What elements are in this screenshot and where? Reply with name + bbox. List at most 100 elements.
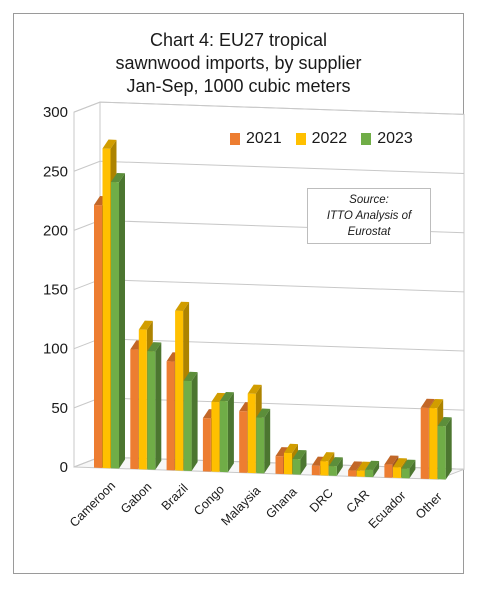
bar-front — [292, 459, 301, 475]
source-line-1: Source: — [349, 194, 389, 206]
bar-top — [401, 459, 416, 469]
bar-side — [119, 173, 125, 469]
bar-side — [191, 372, 198, 471]
bar-side — [409, 459, 416, 479]
bar-2023-ecuador — [401, 459, 416, 479]
bar-front — [211, 401, 220, 472]
x-category-label: CAR — [344, 487, 373, 516]
bar-top — [348, 461, 363, 471]
bar-front — [320, 461, 329, 476]
bar-top — [219, 391, 234, 402]
x-category-label: Ecuador — [366, 488, 409, 531]
y-tick-label: 300 — [43, 104, 68, 121]
bar-top — [111, 172, 125, 183]
bar-front — [365, 469, 374, 478]
bar-top — [211, 392, 226, 403]
bar-2023-drc — [328, 457, 343, 476]
y-tick-label: 250 — [43, 163, 68, 180]
chart-legend: 2021 2022 2023 — [230, 130, 413, 148]
bar-front — [175, 310, 184, 471]
source-line-2: ITTO Analysis of — [326, 210, 412, 222]
bar-front — [147, 351, 156, 470]
bar-top — [175, 301, 190, 311]
x-category-label: Brazil — [159, 481, 191, 513]
y-tick-label: 150 — [43, 282, 68, 299]
x-category-label: Ghana — [263, 485, 299, 521]
bar-front — [111, 181, 119, 469]
source-note: Source: ITTO Analysis of Eurostat — [307, 188, 431, 244]
y-tick-label: 200 — [43, 222, 68, 239]
bar-front — [348, 470, 357, 477]
y-axis-ticks: 0 50 100 150 200 250 300 — [43, 104, 68, 476]
chart-title-line-2: sawnwood imports, by supplier — [115, 53, 362, 73]
bar-front — [202, 418, 211, 472]
bar-front — [429, 408, 438, 480]
bar-side — [155, 342, 162, 470]
legend-swatch-2022 — [295, 133, 306, 145]
bar-front — [102, 148, 111, 469]
bar-top — [275, 447, 290, 457]
bar-2023-gabon — [147, 342, 162, 470]
bar-front — [284, 452, 292, 475]
bar-front — [275, 456, 284, 475]
legend-item-2022: 2022 — [295, 130, 348, 148]
bar-top — [284, 443, 298, 454]
x-category-label: Cameroon — [67, 479, 118, 530]
chart-title-line-3: Jan-Sep, 1000 cubic meters — [126, 76, 351, 96]
bar-top — [328, 457, 343, 467]
bar-top — [420, 398, 435, 409]
bar-top — [247, 384, 262, 394]
bar-top — [292, 450, 307, 460]
legend-swatch-2023 — [361, 133, 372, 145]
bar-top — [392, 458, 407, 468]
bar-top — [147, 342, 162, 352]
legend-swatch-2021 — [230, 133, 240, 145]
bar-front — [384, 464, 393, 478]
bar-front — [239, 411, 248, 473]
bar-front — [437, 426, 446, 480]
bar-2023-brazil — [183, 371, 198, 471]
bar-top — [183, 371, 198, 382]
bar-2023-malaysia — [256, 408, 271, 474]
legend-label-2022: 2022 — [311, 130, 348, 147]
bar-side — [264, 408, 271, 474]
gridline-300 — [99, 101, 465, 115]
bar-front — [256, 417, 265, 474]
bar-2023-car — [365, 460, 380, 478]
gridline-side-300 — [73, 101, 101, 113]
chart-title: Chart 4: EU27 tropical sawnwood imports,… — [13, 29, 464, 98]
bar-side — [445, 417, 452, 480]
x-category-label: Malaysia — [219, 484, 264, 529]
gridline-side-250 — [73, 160, 101, 172]
y-tick-label: 0 — [60, 459, 68, 476]
bar-front — [183, 380, 192, 471]
bar-top — [429, 399, 444, 409]
bar-top — [437, 417, 452, 427]
bar-top — [320, 452, 335, 462]
x-category-label: Other — [413, 490, 445, 522]
x-category-label: Congo — [191, 482, 227, 518]
bar-top — [102, 139, 117, 149]
bar-front — [219, 400, 228, 473]
legend-item-2021: 2021 — [230, 130, 282, 148]
bar-side — [300, 450, 307, 475]
bar-side — [227, 392, 234, 473]
bar-side — [336, 457, 343, 476]
x-category-label: Gabon — [118, 480, 154, 516]
bar-top — [384, 455, 399, 465]
legend-item-2023: 2023 — [361, 130, 413, 148]
bar-front — [94, 205, 102, 468]
bar-front — [420, 407, 429, 479]
bar-front — [166, 361, 175, 471]
bar-front — [130, 349, 139, 470]
bar-top — [256, 408, 271, 418]
bar-front — [311, 465, 320, 476]
legend-label-2023: 2023 — [377, 130, 413, 147]
bar-top — [138, 320, 153, 330]
y-tick-label: 50 — [51, 400, 68, 417]
bar-2023-congo — [219, 391, 234, 473]
gridline-100 — [99, 338, 465, 352]
bar-front — [392, 467, 401, 479]
bar-side — [373, 461, 380, 478]
